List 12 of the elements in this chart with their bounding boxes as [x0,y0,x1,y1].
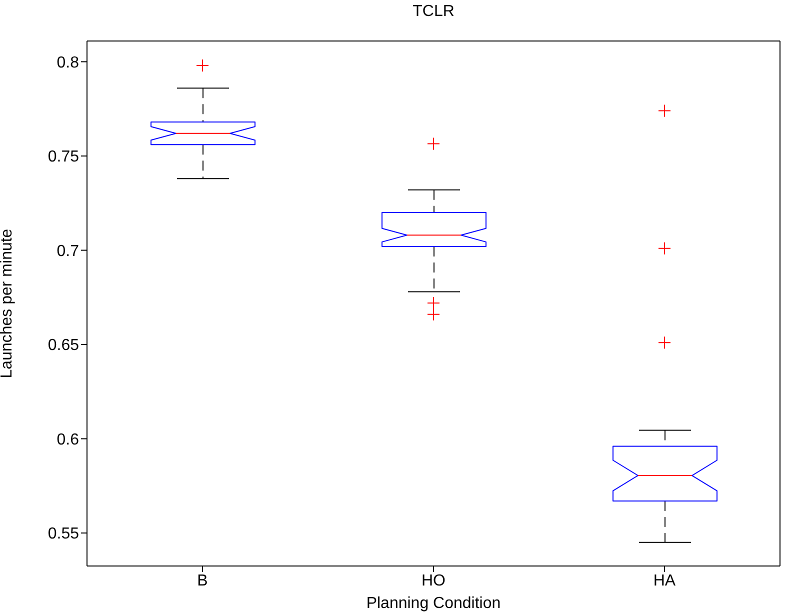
x-tick-label: B [197,572,208,590]
chart-title: TCLR [412,3,456,21]
y-tick-label: 0.65 [48,337,80,354]
y-tick-label: 0.7 [56,242,80,260]
x-tick-label: HO [422,572,446,590]
y-tick-label: 0.8 [56,54,80,72]
y-axis-title: Launches per minute [0,228,16,378]
y-tick-label: 0.55 [48,526,80,543]
x-tick-label: HA [653,572,676,590]
x-axis-title: Planning Condition [366,595,501,612]
y-tick-label: 0.75 [48,148,80,166]
y-tick-label: 0.6 [56,431,80,448]
